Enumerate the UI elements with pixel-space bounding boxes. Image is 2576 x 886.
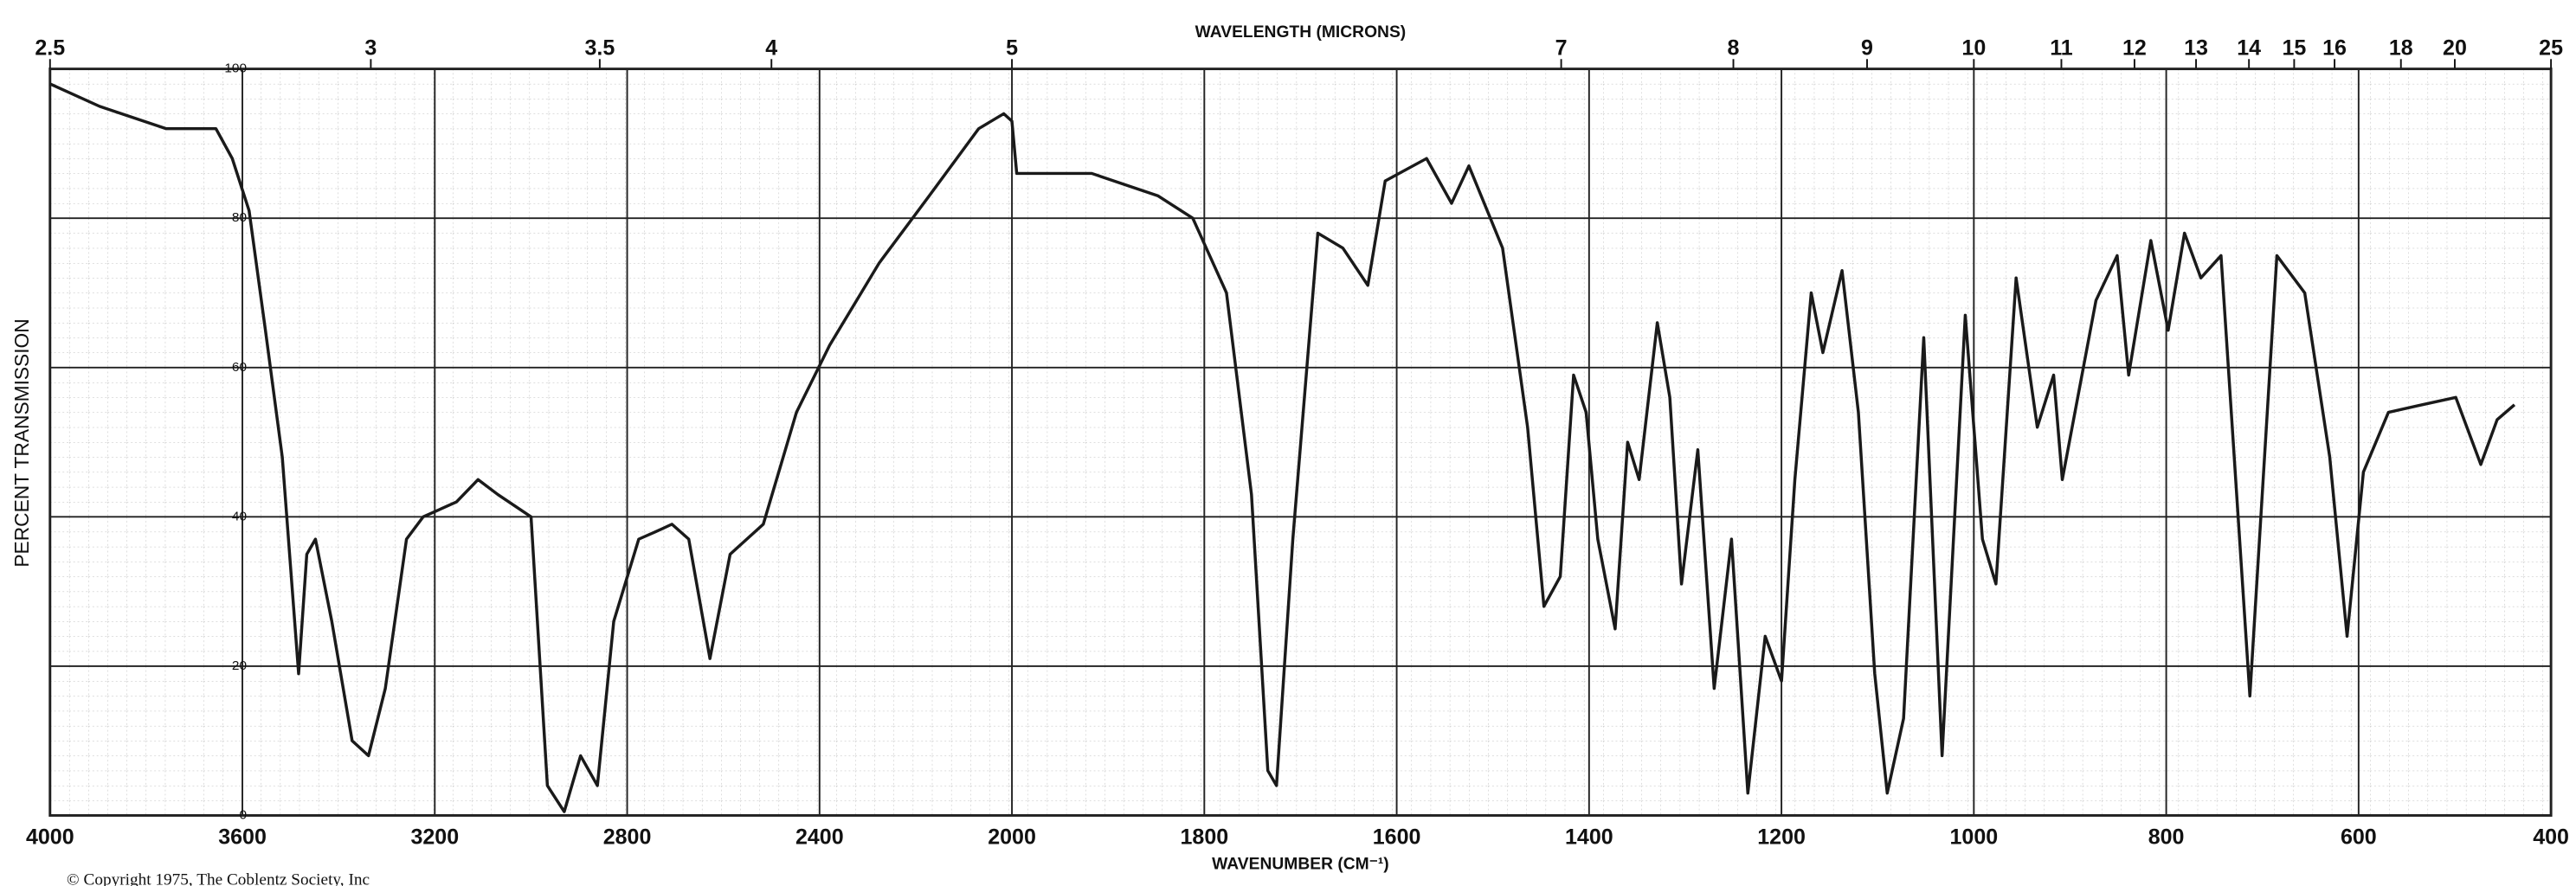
top-tick-label: 8 — [1728, 37, 1740, 61]
top-tick-label: 25 — [2539, 37, 2563, 61]
x-tick-label: 1800 — [1180, 826, 1228, 850]
x-tick-label: 1200 — [1757, 826, 1806, 850]
footer: © Copyright 1975, The Coblentz Society, … — [67, 871, 370, 886]
top-tick-label: 15 — [2282, 37, 2306, 61]
y-axis-title: PERCENT TRANSMISSION — [10, 318, 33, 567]
x-tick-label: 400 — [2533, 826, 2569, 850]
top-tick-label: 3.5 — [584, 37, 615, 61]
y-tick-label: 60 — [232, 360, 247, 375]
top-tick-label: 13 — [2184, 37, 2208, 61]
y-tick-label: 20 — [232, 658, 247, 673]
top-tick-label: 16 — [2322, 37, 2347, 61]
x-tick-label: 600 — [2341, 826, 2377, 850]
top-tick-label: 3 — [364, 37, 377, 61]
top-tick-label: 14 — [2237, 37, 2261, 61]
top-tick-label: 18 — [2389, 37, 2413, 61]
top-tick-label: 12 — [2122, 37, 2147, 61]
top-tick-label: 11 — [2050, 37, 2073, 61]
top-tick-label: 9 — [1861, 37, 1873, 61]
x-axis-title: WAVENUMBER (CM⁻¹) — [1212, 855, 1389, 873]
x-tick-label: 3600 — [218, 826, 267, 850]
y-tick-label: 0 — [240, 808, 248, 823]
x-tick-label: 1400 — [1565, 826, 1613, 850]
top-tick-label: 7 — [1555, 37, 1568, 61]
x-tick-label: 2400 — [795, 826, 844, 850]
y-tick-label: 40 — [232, 509, 247, 523]
x-tick-label: 3200 — [410, 826, 459, 850]
top-tick-label: 4 — [765, 37, 777, 61]
x-tick-label: 2800 — [603, 826, 652, 850]
x-tick-label: 1000 — [1950, 826, 1999, 850]
y-tick-label: 100 — [224, 61, 247, 76]
x-tick-label: 2000 — [988, 826, 1036, 850]
x-tick-label: 800 — [2148, 826, 2185, 850]
top-tick-label: 10 — [1961, 37, 1986, 61]
top-axis-title: WAVELENGTH (MICRONS) — [1195, 23, 1407, 42]
top-tick-label: 20 — [2443, 37, 2467, 61]
top-tick-label: 2.5 — [35, 37, 65, 61]
spectrum-line — [49, 82, 2516, 813]
y-tick-label: 80 — [232, 210, 247, 225]
x-tick-label: 4000 — [26, 826, 74, 850]
top-tick-label: 5 — [1006, 37, 1018, 61]
x-tick-label: 1600 — [1373, 826, 1421, 850]
